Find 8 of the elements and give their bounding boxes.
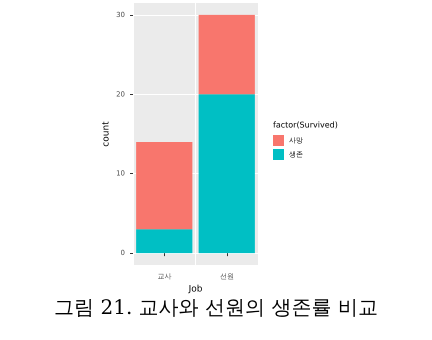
x-axis-title: Job: [188, 284, 203, 294]
y-axis-title: count: [102, 120, 112, 147]
caption: 그림 21. 교사와 선원의 생존률 비교: [54, 295, 378, 319]
bar: [136, 229, 192, 254]
bar: [198, 94, 255, 254]
legend-title: factor(Survived): [273, 120, 338, 130]
bar: [136, 142, 192, 230]
bar: [198, 14, 255, 94]
